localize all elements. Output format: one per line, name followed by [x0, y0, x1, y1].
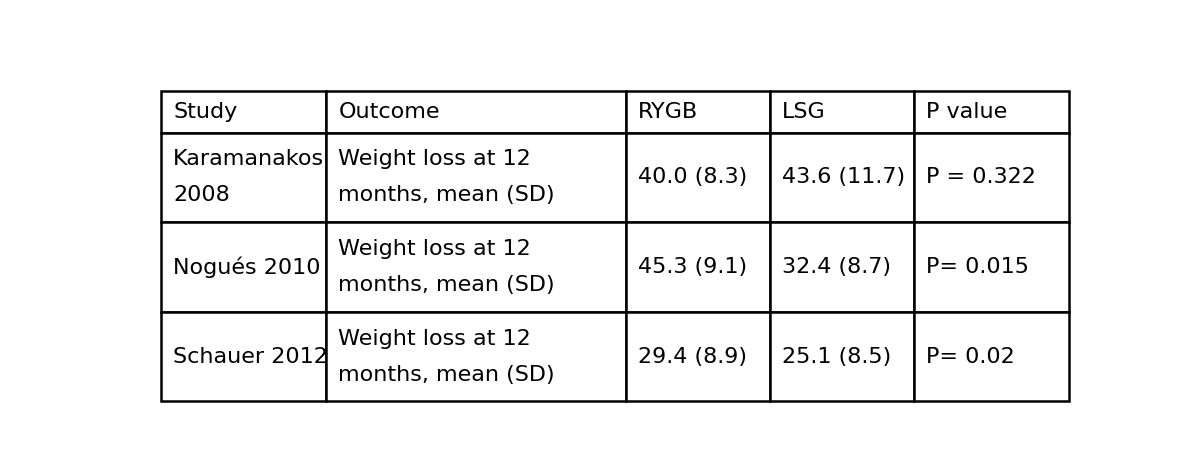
Text: Weight loss at 12
months, mean (SD): Weight loss at 12 months, mean (SD): [338, 328, 554, 385]
Bar: [770, 312, 914, 401]
Text: P= 0.02: P= 0.02: [926, 347, 1015, 366]
Bar: [770, 222, 914, 312]
Text: 45.3 (9.1): 45.3 (9.1): [638, 257, 748, 277]
Text: P= 0.015: P= 0.015: [926, 257, 1030, 277]
Text: 43.6 (11.7): 43.6 (11.7): [782, 168, 905, 188]
Bar: [914, 222, 1069, 312]
Bar: [161, 312, 326, 401]
Bar: [626, 312, 770, 401]
Text: 29.4 (8.9): 29.4 (8.9): [638, 347, 748, 366]
Bar: [161, 91, 326, 133]
Text: Schauer 2012: Schauer 2012: [173, 347, 328, 366]
Text: 40.0 (8.3): 40.0 (8.3): [638, 168, 748, 188]
Bar: [626, 133, 770, 222]
Text: Study: Study: [173, 102, 238, 122]
Bar: [626, 91, 770, 133]
Bar: [914, 312, 1069, 401]
Bar: [914, 91, 1069, 133]
Bar: [770, 133, 914, 222]
Bar: [914, 133, 1069, 222]
Bar: [161, 133, 326, 222]
Bar: [161, 222, 326, 312]
Text: RYGB: RYGB: [638, 102, 698, 122]
Text: LSG: LSG: [782, 102, 826, 122]
Bar: [326, 222, 626, 312]
Text: Nogués 2010: Nogués 2010: [173, 256, 320, 278]
Text: Weight loss at 12
months, mean (SD): Weight loss at 12 months, mean (SD): [338, 239, 554, 295]
Text: P = 0.322: P = 0.322: [926, 168, 1037, 188]
Text: Karamanakos
2008: Karamanakos 2008: [173, 149, 324, 206]
Bar: [770, 91, 914, 133]
Text: 32.4 (8.7): 32.4 (8.7): [782, 257, 892, 277]
Bar: [326, 133, 626, 222]
Bar: [626, 222, 770, 312]
Bar: [326, 91, 626, 133]
Bar: [326, 312, 626, 401]
Text: P value: P value: [926, 102, 1008, 122]
Text: 25.1 (8.5): 25.1 (8.5): [782, 347, 892, 366]
Text: Weight loss at 12
months, mean (SD): Weight loss at 12 months, mean (SD): [338, 149, 554, 206]
Text: Outcome: Outcome: [338, 102, 439, 122]
